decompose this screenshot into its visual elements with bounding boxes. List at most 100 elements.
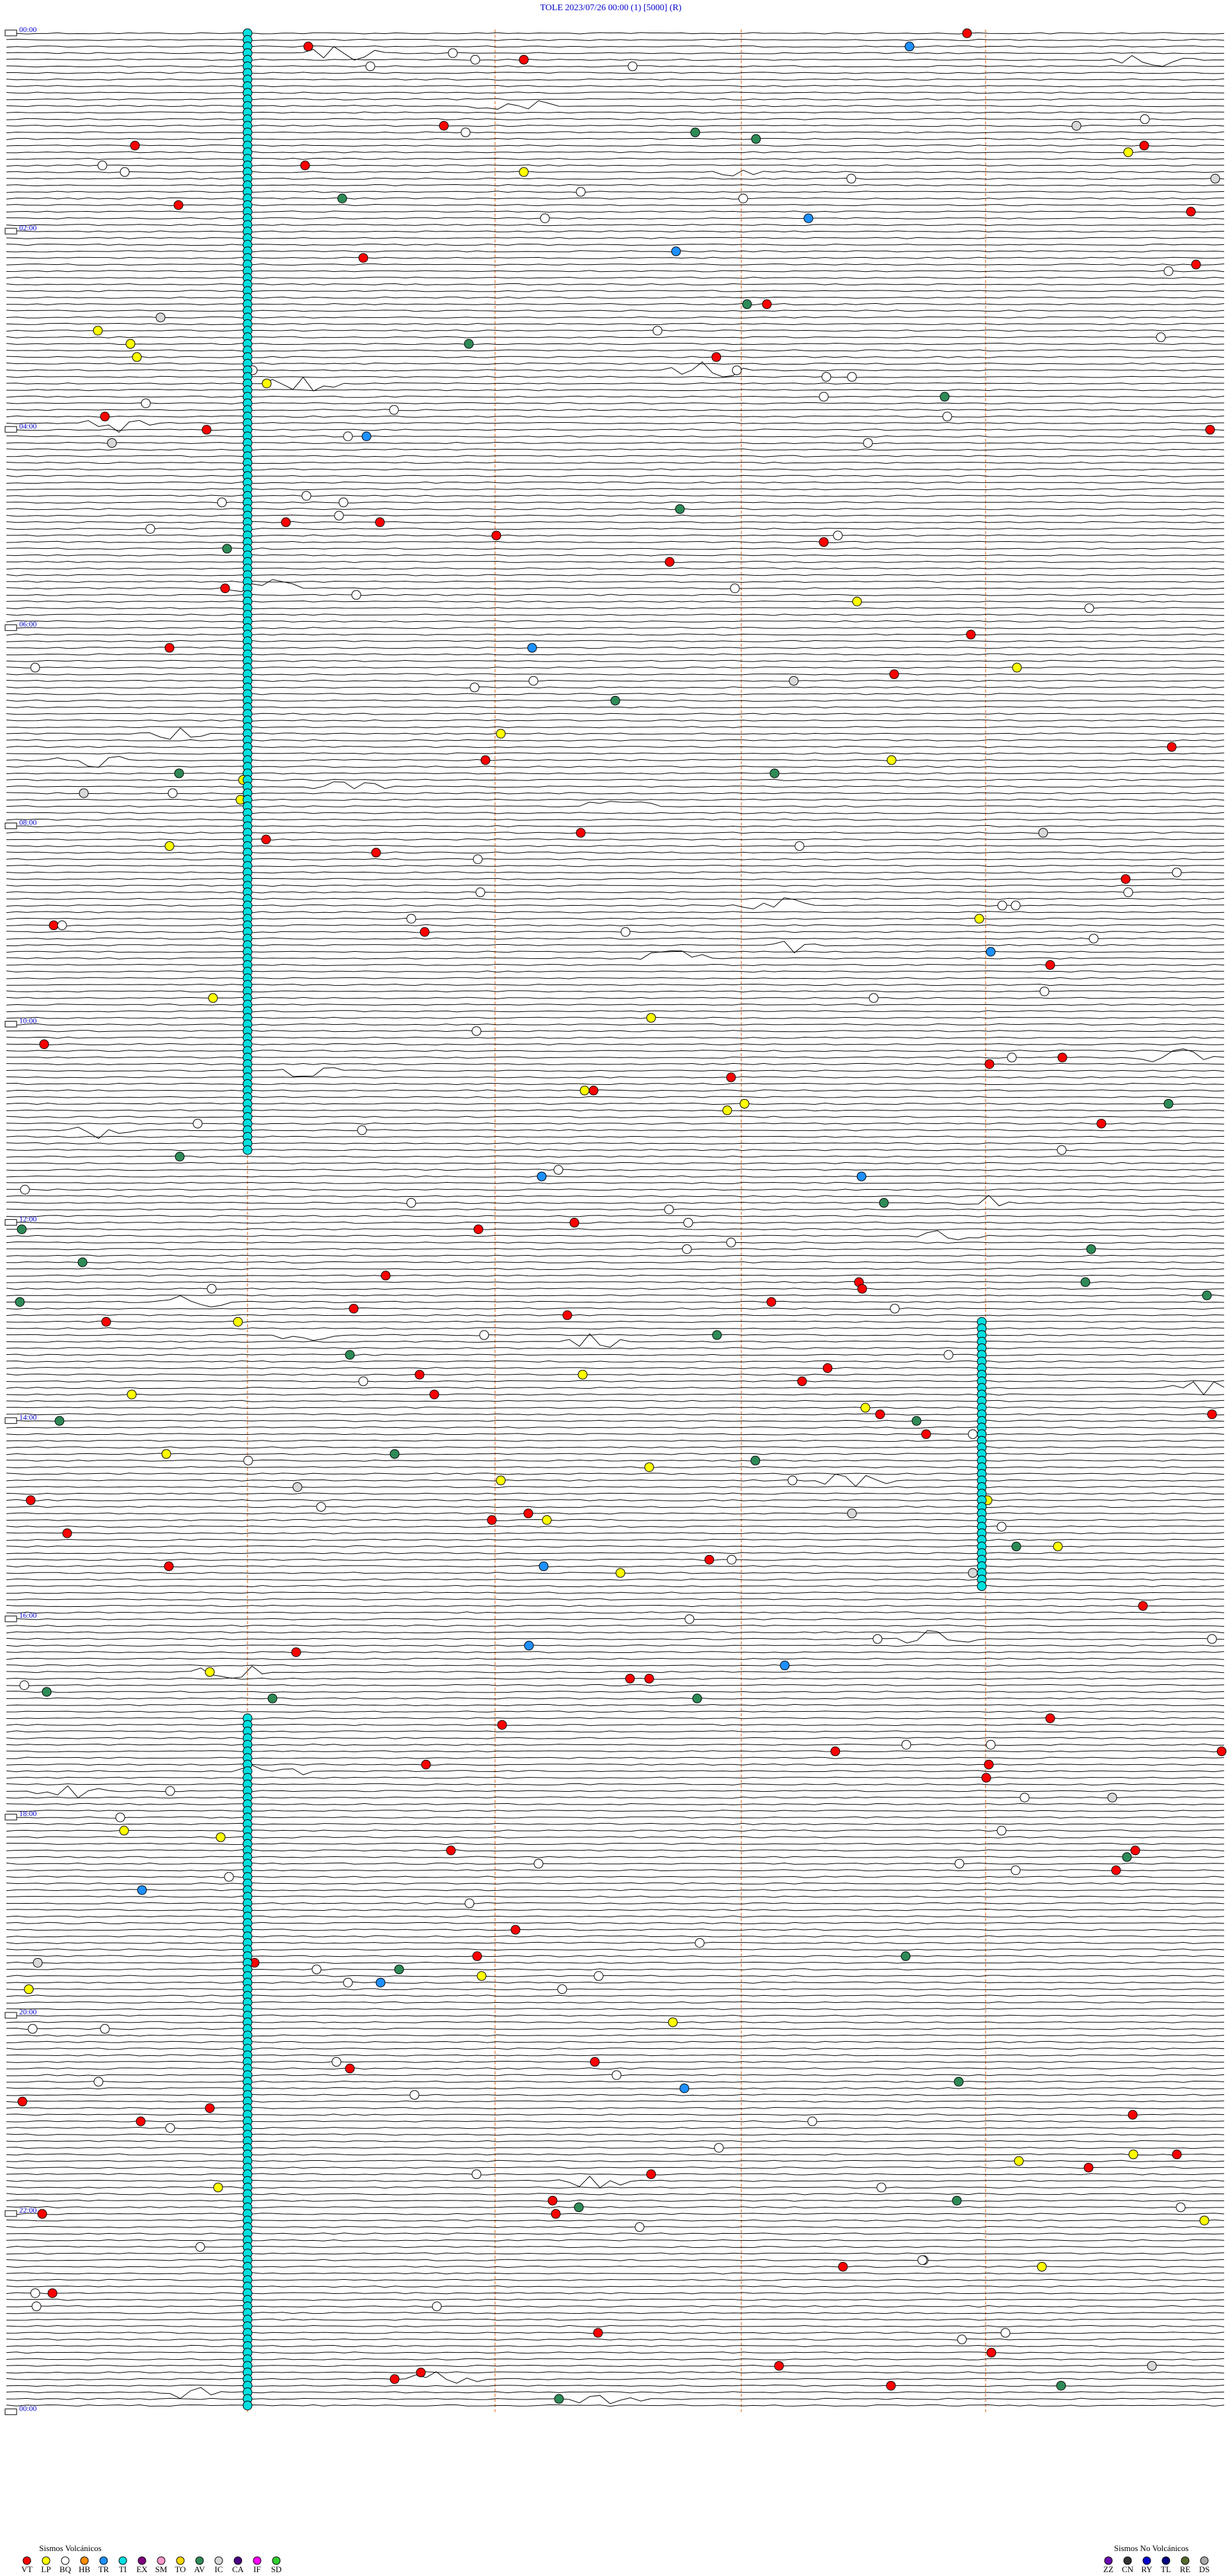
legend-marker	[157, 2556, 166, 2565]
event-marker	[107, 438, 117, 448]
trace	[6, 2384, 1225, 2387]
trace	[6, 667, 1225, 669]
trace	[6, 2140, 1224, 2142]
trace	[6, 951, 1225, 953]
title: TOLE 2023/07/26 00:00 (1) [5000] (R)	[540, 3, 682, 13]
event-marker	[1083, 2163, 1094, 2173]
trace	[6, 1400, 1225, 1402]
trace	[6, 362, 1225, 365]
trace	[6, 1810, 1225, 1812]
trace	[6, 2338, 1225, 2341]
trace	[6, 1968, 1225, 1971]
event-marker	[838, 2262, 848, 2272]
event-marker	[141, 398, 151, 408]
event-marker	[476, 1971, 487, 1981]
trace	[6, 203, 1225, 207]
trace	[6, 1381, 1225, 1396]
hour-marker	[4, 228, 17, 235]
event-marker	[303, 42, 313, 52]
event-marker	[300, 161, 310, 171]
trace	[6, 1703, 1225, 1707]
event-marker	[986, 2348, 996, 2358]
event-marker	[1011, 901, 1021, 911]
trace	[6, 1525, 1225, 1528]
trace	[6, 1413, 1225, 1416]
trace	[6, 448, 1225, 451]
event-marker	[119, 1826, 129, 1836]
trace	[6, 1268, 1225, 1270]
trace	[6, 1281, 1225, 1284]
trace	[6, 1776, 1225, 1779]
trace	[6, 1122, 1225, 1125]
event-marker	[491, 530, 501, 541]
trace	[6, 389, 1225, 391]
event-marker	[730, 583, 740, 594]
event-marker	[547, 2195, 558, 2206]
trace	[6, 633, 1225, 636]
event-marker	[1019, 1792, 1030, 1803]
trace	[6, 2193, 1225, 2195]
event-marker	[726, 1237, 736, 1247]
event-marker	[24, 1984, 34, 1995]
event-marker	[1186, 207, 1196, 217]
event-marker	[943, 1350, 954, 1360]
event-marker	[30, 2288, 40, 2298]
event-marker	[846, 173, 856, 184]
trace	[6, 1473, 1225, 1475]
event-marker	[439, 121, 449, 131]
trace	[6, 1803, 1225, 1806]
trace	[6, 1142, 1225, 1145]
legend-label: SM	[155, 2564, 168, 2574]
event-marker	[28, 2024, 38, 2034]
trace	[6, 164, 1225, 167]
hour-marker	[4, 2210, 17, 2217]
legend-marker	[80, 2556, 89, 2565]
event-marker	[644, 1673, 654, 1684]
legend-marker	[253, 2556, 262, 2565]
event-marker	[77, 1257, 88, 1267]
trace	[6, 237, 1225, 239]
event-marker	[496, 1475, 506, 1485]
trace	[6, 818, 1224, 821]
event-marker	[942, 411, 952, 422]
event-marker	[291, 1647, 301, 1657]
trace	[6, 2298, 1225, 2301]
event-marker	[1210, 173, 1220, 184]
event-marker	[537, 1171, 547, 1181]
trace	[6, 1295, 1225, 1308]
trace	[6, 111, 1225, 114]
event-marker	[769, 768, 780, 778]
trace	[6, 1254, 1225, 1257]
event-marker	[940, 391, 950, 402]
event-marker	[847, 1508, 857, 1519]
legend-label: DS	[1199, 2564, 1210, 2574]
event-marker	[1216, 1746, 1227, 1757]
event-marker	[242, 1145, 253, 1155]
trace	[6, 891, 1225, 894]
trace	[6, 1750, 1225, 1753]
trace	[6, 263, 1225, 266]
trace	[6, 1929, 1225, 1931]
trace	[6, 2080, 1225, 2083]
event-marker	[125, 339, 136, 349]
event-marker	[145, 524, 155, 534]
trace	[6, 508, 1225, 510]
event-marker	[576, 187, 586, 197]
event-marker	[130, 141, 140, 151]
trace	[6, 1657, 1225, 1660]
event-marker	[1199, 2215, 1209, 2225]
event-marker	[1172, 867, 1182, 878]
trace	[6, 1393, 1225, 1396]
trace	[6, 138, 1225, 140]
event-marker	[528, 676, 539, 686]
trace	[6, 812, 1225, 814]
trace	[6, 1446, 1225, 1449]
trace	[6, 1373, 1225, 1376]
trace	[6, 296, 1225, 299]
trace	[6, 781, 1225, 789]
trace	[6, 84, 1225, 88]
trace	[6, 461, 1225, 464]
event-marker	[652, 326, 663, 336]
trace	[6, 2186, 1225, 2189]
event-marker	[889, 669, 899, 679]
